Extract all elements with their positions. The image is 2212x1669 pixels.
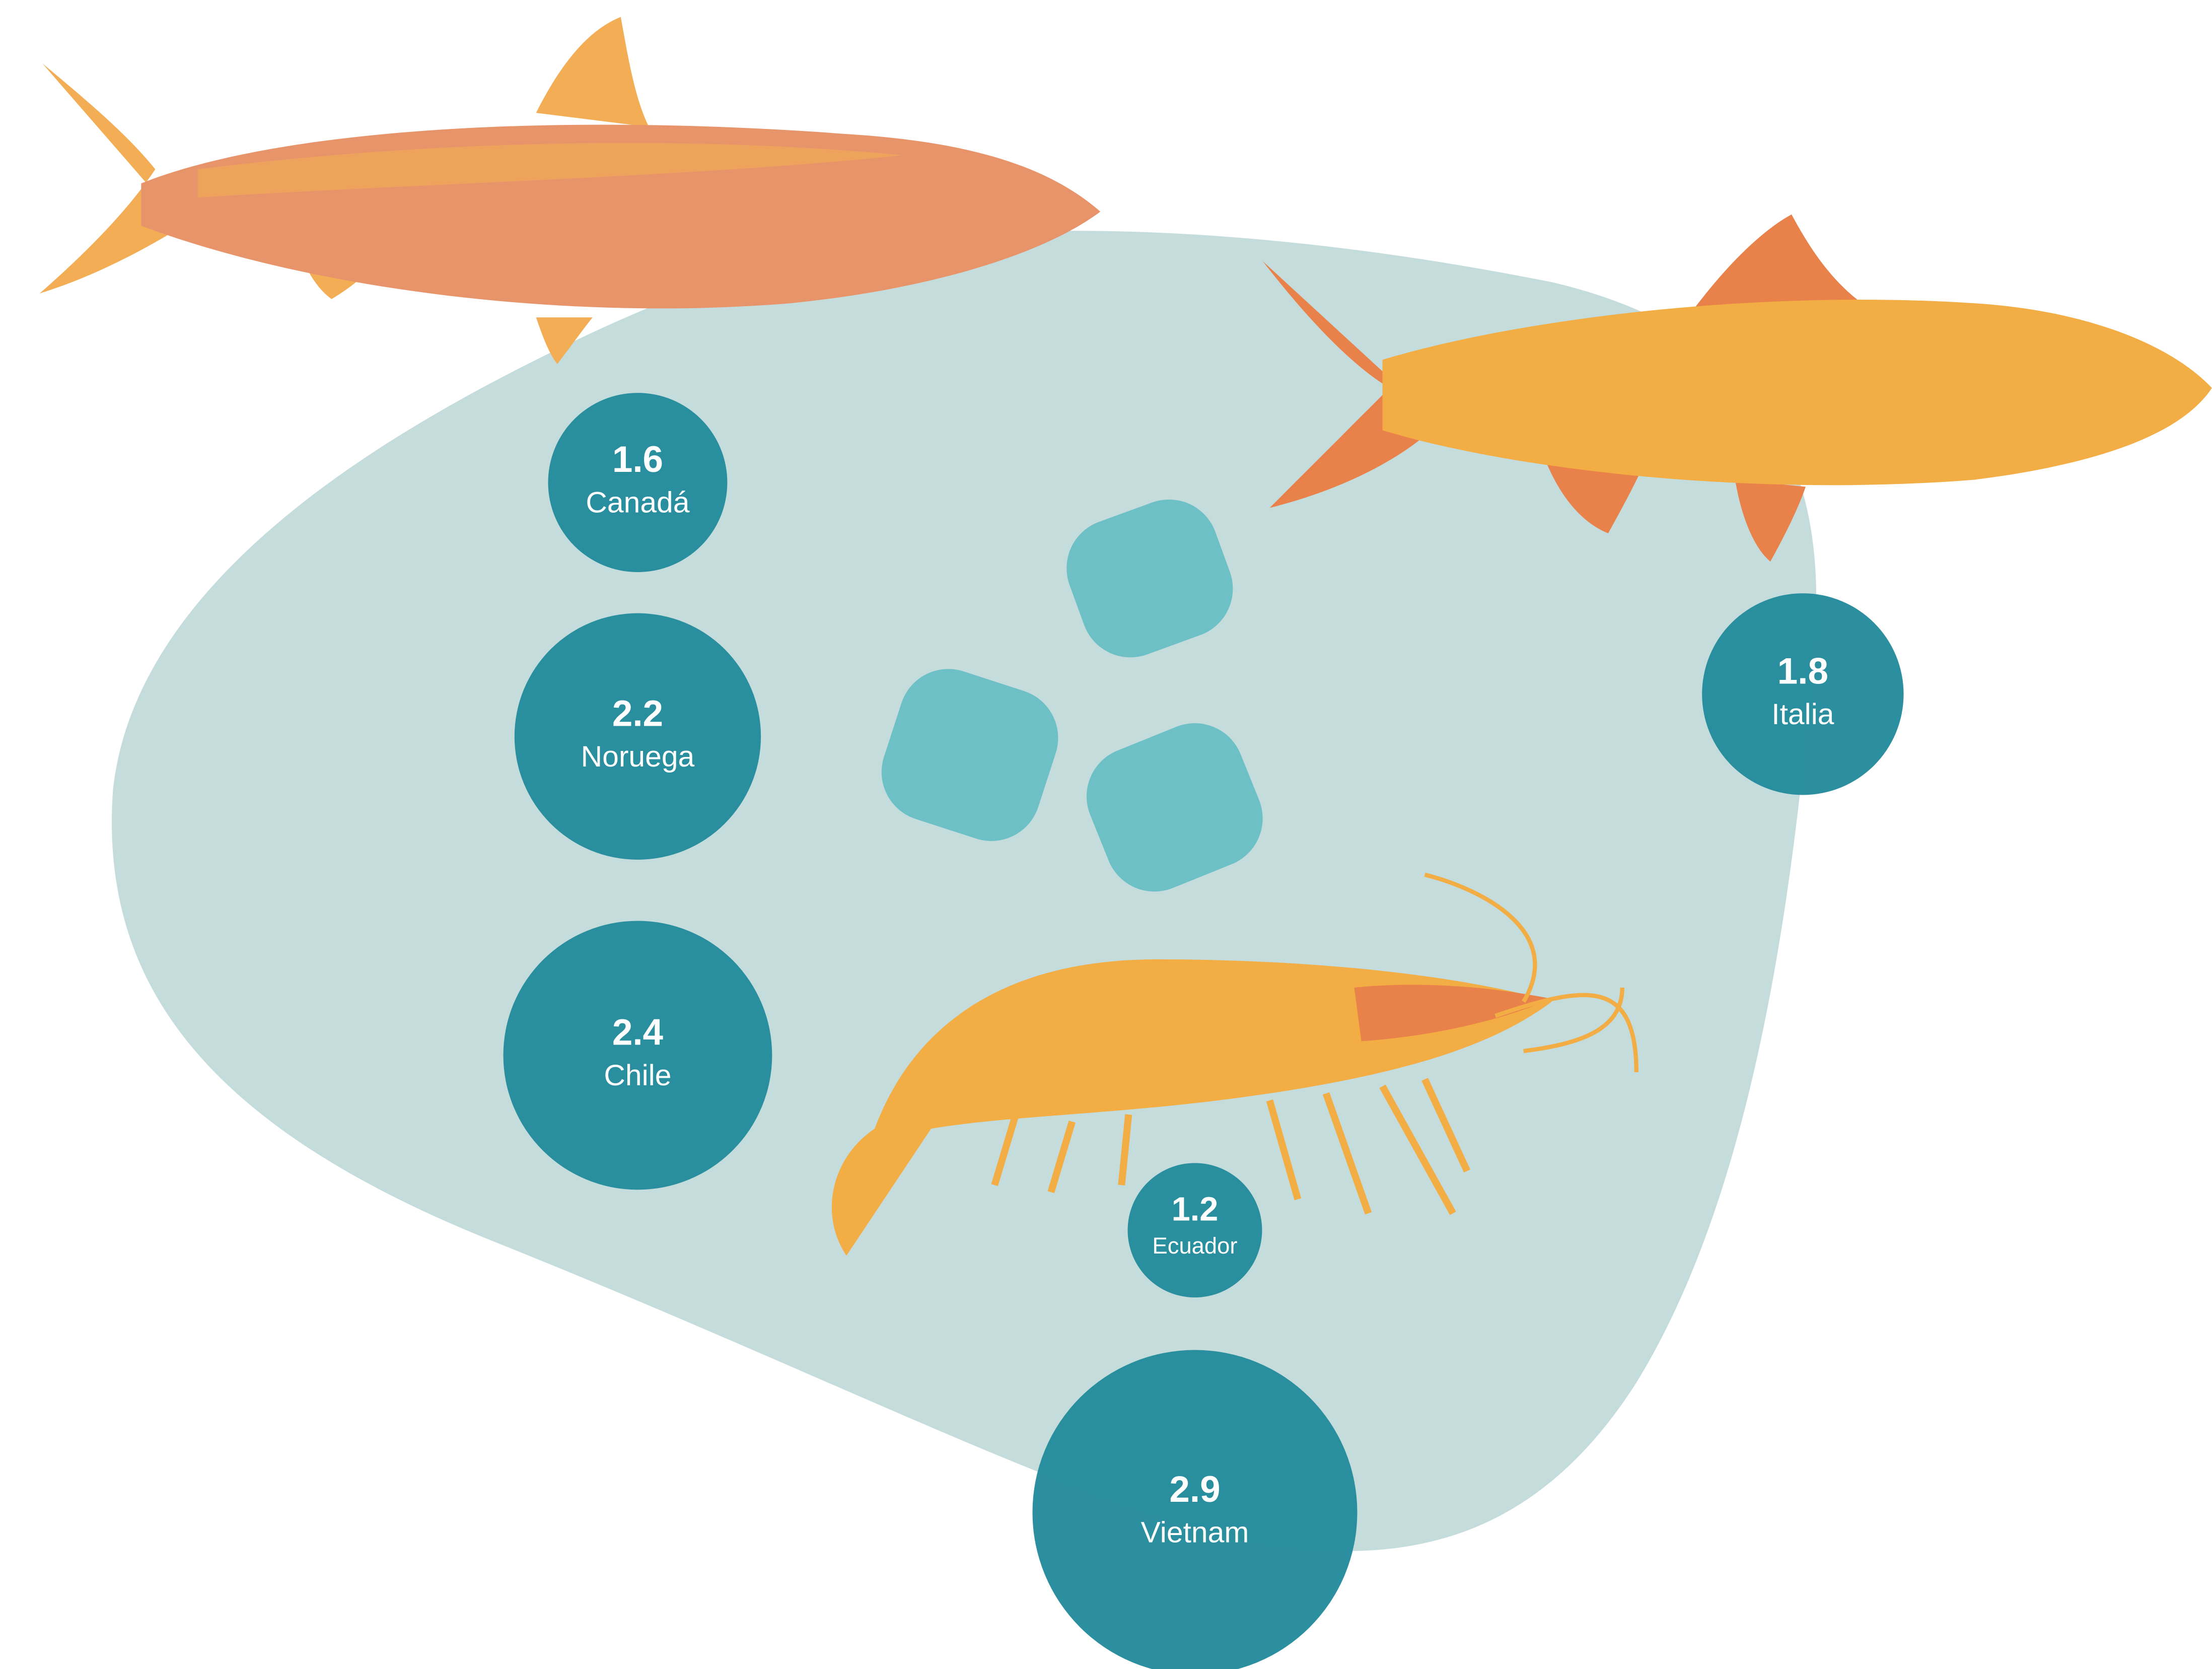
bubble-label: Vietnam	[1141, 1516, 1249, 1549]
bubble-value: 1.2	[1172, 1191, 1219, 1228]
bubble-label: Italia	[1771, 698, 1834, 731]
bubble	[1127, 1163, 1262, 1298]
bubble	[1702, 593, 1904, 795]
bubble-value: 2.4	[612, 1012, 664, 1053]
bubble	[503, 921, 772, 1190]
background-blob	[112, 231, 1817, 1551]
trout-illustration	[1262, 214, 2212, 562]
bubble-value: 1.6	[612, 439, 663, 480]
bubble	[514, 613, 761, 860]
bubble-value: 2.9	[1169, 1469, 1220, 1510]
bubble-value: 2.2	[612, 693, 663, 734]
bubble	[548, 393, 728, 573]
bubble-label: Noruega	[581, 740, 695, 773]
bubble-label: Chile	[604, 1059, 671, 1092]
salmon-illustration	[39, 17, 1101, 364]
bubble-label: Canadá	[586, 486, 689, 519]
bubble	[1032, 1350, 1358, 1669]
bubble-value: 1.8	[1777, 651, 1828, 691]
cube-illustration	[881, 499, 1263, 892]
shrimp-illustration	[831, 872, 1639, 1256]
bubble-label: Ecuador	[1153, 1233, 1238, 1259]
